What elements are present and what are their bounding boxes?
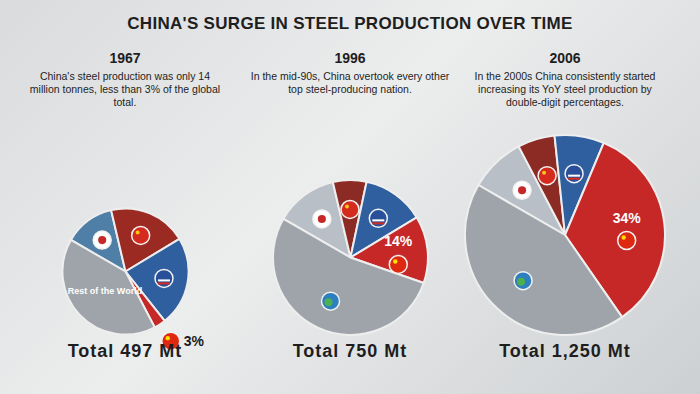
- svg-text:14%: 14%: [384, 234, 413, 250]
- html-text:Total 1,250 Mt: Total 1,250 Mt: [499, 341, 631, 361]
- html-text:1967: 1967: [109, 50, 141, 66]
- svg-text:3%: 3%: [183, 334, 204, 350]
- html-text:In the 2000s China consistentl: In the 2000s China consistently started …: [474, 70, 656, 108]
- html-text:Total 750 Mt: Total 750 Mt: [292, 341, 408, 361]
- html-text:CHINA'S SURGE IN STEEL PRODUCT: CHINA'S SURGE IN STEEL PRODUCTION OVER T…: [127, 14, 573, 33]
- html-text:1996: 1996: [334, 50, 366, 66]
- html-text:China's steel production was o: China's steel production was only 14 mil…: [29, 70, 221, 108]
- html-text:2006: 2006: [549, 50, 581, 66]
- html-text:Total 497 Mt: Total 497 Mt: [67, 341, 183, 361]
- html-text:In the mid-90s, China overtook: In the mid-90s, China overtook every oth…: [250, 70, 450, 95]
- svg-text:Rest of the World: Rest of the World: [67, 287, 141, 297]
- svg-text:34%: 34%: [613, 210, 642, 226]
